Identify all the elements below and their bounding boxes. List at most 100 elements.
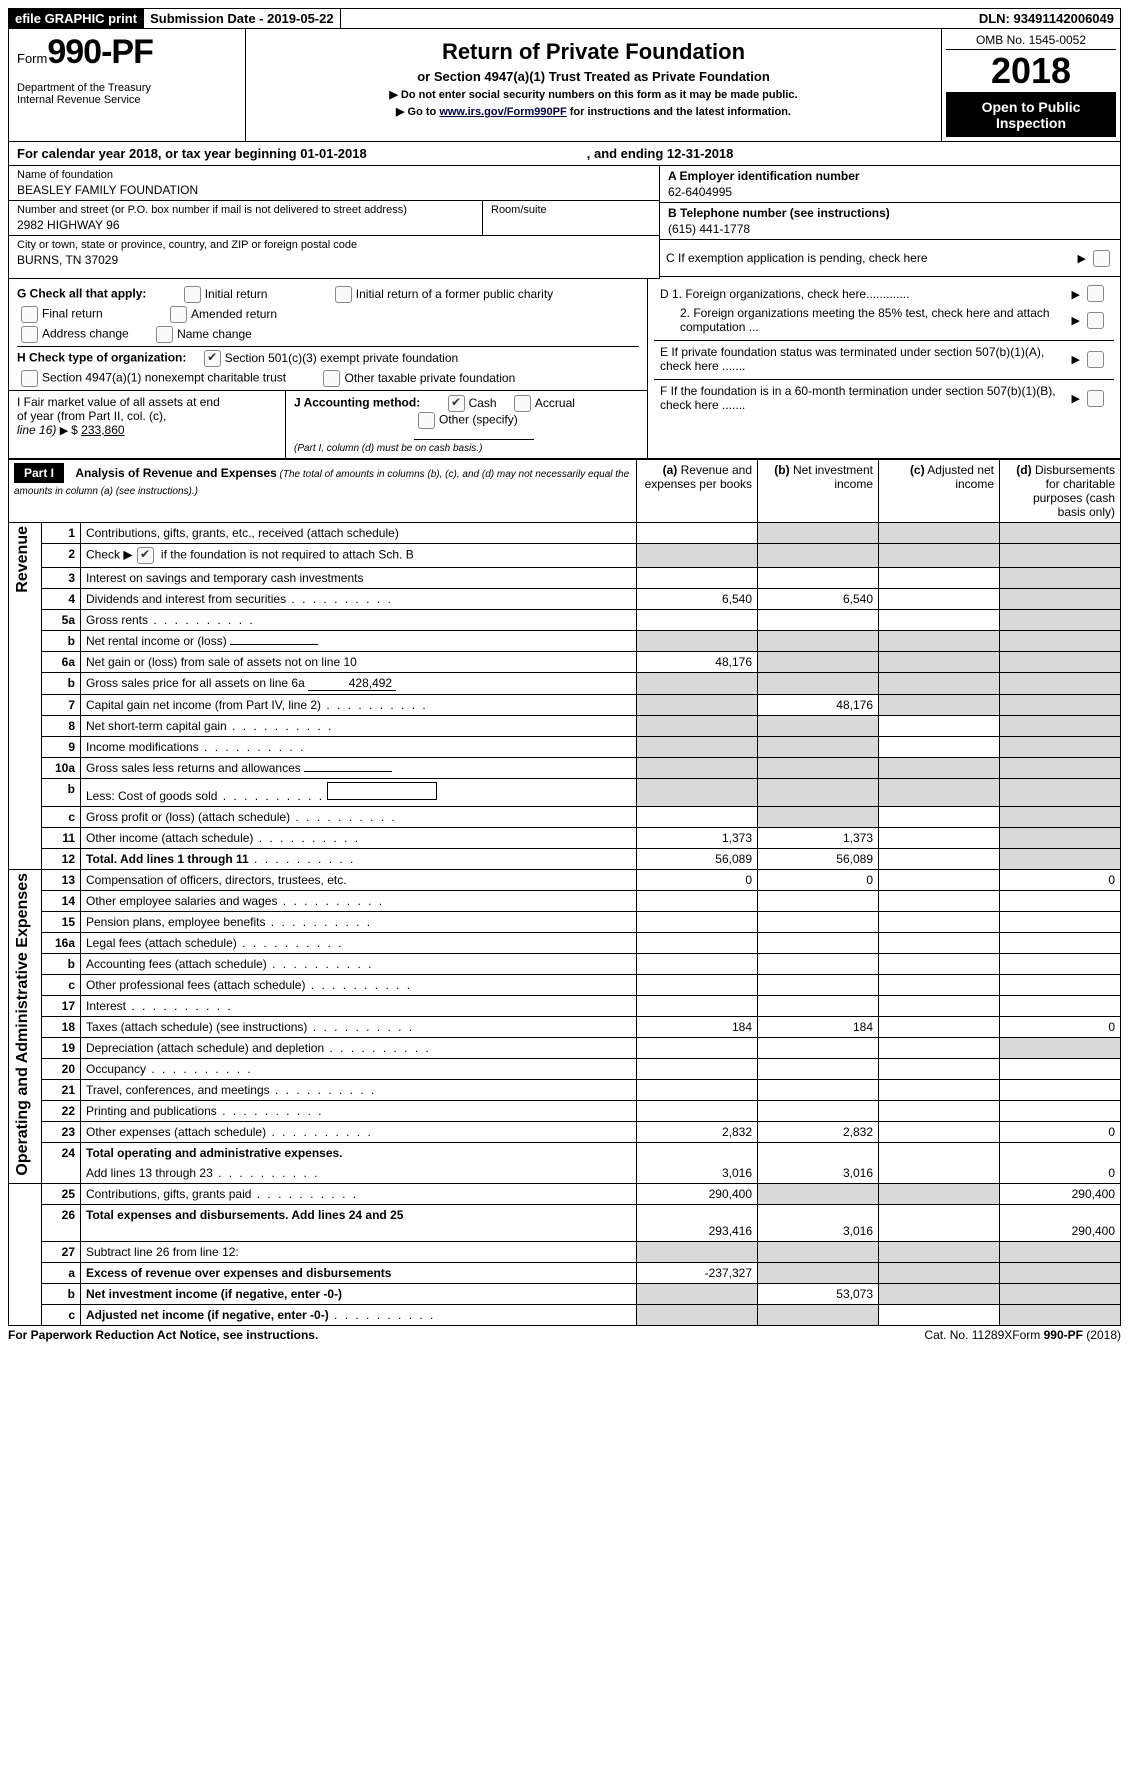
- line-6b: Gross sales price for all assets on line…: [81, 673, 637, 695]
- line-24: Total operating and administrative expen…: [81, 1143, 637, 1164]
- col-b-hdr: Net investment income: [793, 463, 873, 491]
- cal-year-begin: For calendar year 2018, or tax year begi…: [17, 146, 367, 161]
- h-other-taxable: Other taxable private foundation: [344, 371, 515, 385]
- g-final-checkbox[interactable]: [21, 306, 38, 323]
- part1-table: Part I Analysis of Revenue and Expenses …: [8, 459, 1121, 1326]
- line-3: Interest on savings and temporary cash i…: [81, 568, 637, 589]
- line-9: Income modifications: [81, 737, 637, 758]
- line-16b: Accounting fees (attach schedule): [81, 954, 637, 975]
- c-exemption-pending: C If exemption application is pending, c…: [666, 251, 1078, 265]
- d2-checkbox[interactable]: [1087, 312, 1104, 329]
- h-label: H Check type of organization:: [17, 351, 186, 365]
- line-13: Compensation of officers, directors, tru…: [81, 870, 637, 891]
- public-inspection-badge: Open to Public Inspection: [946, 93, 1116, 137]
- efile-label: efile GRAPHIC print: [9, 9, 144, 28]
- f-checkbox[interactable]: [1087, 390, 1104, 407]
- g-initial: Initial return: [205, 287, 268, 301]
- expenses-side-label: Operating and Administrative Expenses: [14, 873, 32, 1176]
- line-15: Pension plans, employee benefits: [81, 912, 637, 933]
- form-title: Return of Private Foundation: [252, 39, 935, 65]
- line-7: Capital gain net income (from Part IV, l…: [81, 695, 637, 716]
- line-23: Other expenses (attach schedule): [81, 1122, 637, 1143]
- j-other-checkbox[interactable]: [418, 412, 435, 429]
- irs-link[interactable]: www.irs.gov/Form990PF: [439, 106, 566, 118]
- goto-prefix: ▶ Go to: [396, 106, 439, 118]
- j-accrual: Accrual: [535, 396, 575, 410]
- line-5a: Gross rents: [81, 610, 637, 631]
- e-label: E If private foundation status was termi…: [660, 345, 1072, 373]
- ein-value: 62-6404995: [668, 185, 1112, 199]
- i-label3: line 16): [17, 423, 56, 437]
- g-final: Final return: [42, 307, 103, 321]
- line-5b: Net rental income or (loss): [81, 631, 637, 652]
- foundation-name: BEASLEY FAMILY FOUNDATION: [17, 183, 651, 197]
- g-initial-checkbox[interactable]: [184, 286, 201, 303]
- line-10b: Less: Cost of goods sold: [81, 779, 637, 807]
- i-value: 233,860: [81, 423, 124, 437]
- d1-checkbox[interactable]: [1087, 285, 1104, 302]
- j-label: J Accounting method:: [294, 396, 420, 410]
- tax-year: 2018: [946, 50, 1116, 93]
- g-amended-checkbox[interactable]: [170, 306, 187, 323]
- sch-b-checkbox[interactable]: [137, 547, 154, 564]
- j-cash-checkbox[interactable]: [448, 395, 465, 412]
- form-prefix: Form: [17, 51, 47, 66]
- col-d-hdr: Disbursements for charitable purposes (c…: [1033, 463, 1115, 519]
- name-label: Name of foundation: [17, 169, 651, 181]
- i-label2: of year (from Part II, col. (c),: [17, 409, 277, 423]
- line-11: Other income (attach schedule): [81, 828, 637, 849]
- g-address-checkbox[interactable]: [21, 326, 38, 343]
- line-22: Printing and publications: [81, 1101, 637, 1122]
- city-label: City or town, state or province, country…: [17, 239, 651, 251]
- dln: DLN: 93491142006049: [973, 9, 1120, 28]
- i-label1: I Fair market value of all assets at end: [17, 395, 277, 409]
- phone-label: B Telephone number (see instructions): [668, 206, 890, 220]
- d2-label: 2. Foreign organizations meeting the 85%…: [660, 306, 1072, 334]
- cal-year-end: , and ending 12-31-2018: [587, 146, 734, 161]
- g-label: G Check all that apply:: [17, 287, 146, 301]
- j-note: (Part I, column (d) must be on cash basi…: [294, 443, 639, 454]
- form-subtitle: or Section 4947(a)(1) Trust Treated as P…: [252, 69, 935, 84]
- line-27b: Net investment income (if negative, ente…: [81, 1284, 637, 1305]
- line-18: Taxes (attach schedule) (see instruction…: [81, 1017, 637, 1038]
- c-checkbox[interactable]: [1093, 250, 1110, 267]
- f-label: F If the foundation is in a 60-month ter…: [660, 384, 1072, 412]
- right-d-e-f: D 1. Foreign organizations, check here..…: [647, 279, 1120, 458]
- paperwork-notice: For Paperwork Reduction Act Notice, see …: [8, 1328, 924, 1342]
- line-27c: Adjusted net income (if negative, enter …: [81, 1305, 637, 1326]
- h-501c3: Section 501(c)(3) exempt private foundat…: [225, 351, 458, 365]
- line-4: Dividends and interest from securities: [81, 589, 637, 610]
- omb-number: OMB No. 1545-0052: [946, 33, 1116, 50]
- cat-no: Cat. No. 11289X: [924, 1328, 1012, 1342]
- ein-label: A Employer identification number: [668, 169, 860, 183]
- line-17: Interest: [81, 996, 637, 1017]
- line-16c: Other professional fees (attach schedule…: [81, 975, 637, 996]
- col-a-hdr: Revenue and expenses per books: [645, 463, 752, 491]
- calendar-year-row: For calendar year 2018, or tax year begi…: [8, 142, 1121, 166]
- e-checkbox[interactable]: [1087, 351, 1104, 368]
- form-header: Form990-PF Department of the Treasury In…: [8, 29, 1121, 142]
- line-14: Other employee salaries and wages: [81, 891, 637, 912]
- line-6a: Net gain or (loss) from sale of assets n…: [81, 652, 637, 673]
- line-19: Depreciation (attach schedule) and deple…: [81, 1038, 637, 1059]
- g-amended: Amended return: [191, 307, 277, 321]
- line-27a: Excess of revenue over expenses and disb…: [81, 1263, 637, 1284]
- revenue-side-label: Revenue: [14, 526, 32, 593]
- h-4947-checkbox[interactable]: [21, 370, 38, 387]
- line-1: Contributions, gifts, grants, etc., rece…: [81, 523, 637, 544]
- line-20: Occupancy: [81, 1059, 637, 1080]
- phone-value: (615) 441-1778: [668, 222, 1112, 236]
- j-accrual-checkbox[interactable]: [514, 395, 531, 412]
- g-initial-former-checkbox[interactable]: [335, 286, 352, 303]
- g-name-checkbox[interactable]: [156, 326, 173, 343]
- part1-badge: Part I: [14, 463, 64, 483]
- d1-label: D 1. Foreign organizations, check here..…: [660, 287, 1072, 301]
- top-bar: efile GRAPHIC print Submission Date - 20…: [8, 8, 1121, 29]
- h-501c3-checkbox[interactable]: [204, 350, 221, 367]
- g-initial-former: Initial return of a former public charit…: [356, 287, 553, 301]
- line-2: Check ▶ if the foundation is not require…: [81, 544, 637, 568]
- submission-date: Submission Date - 2019-05-22: [144, 9, 341, 28]
- ssn-warning: ▶ Do not enter social security numbers o…: [252, 88, 935, 101]
- h-other-checkbox[interactable]: [323, 370, 340, 387]
- dept-treasury: Department of the Treasury: [17, 82, 237, 94]
